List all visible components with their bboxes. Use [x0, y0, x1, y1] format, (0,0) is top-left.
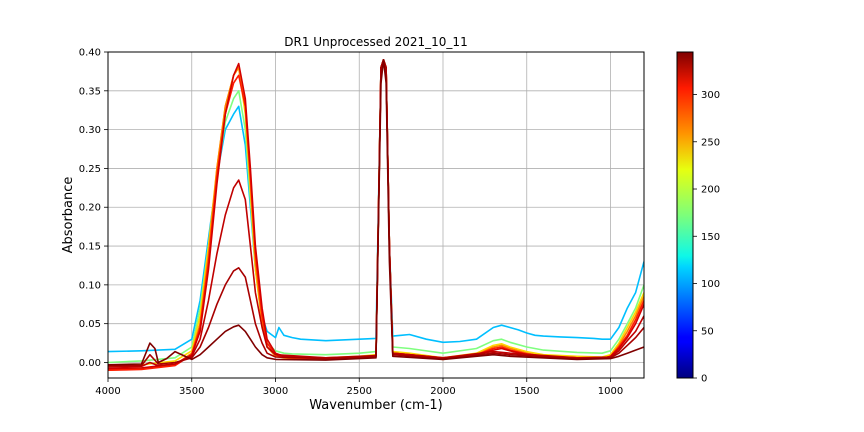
- colorbar-tick-label: 150: [701, 232, 720, 243]
- colorbar-tick-label: 100: [701, 279, 720, 290]
- colorbar: [676, 51, 694, 379]
- y-tick-label: 0.00: [79, 358, 101, 369]
- colorbar-tick-label: 200: [701, 185, 720, 196]
- colorbar-tick-label: 300: [701, 90, 720, 101]
- y-tick-label: 0.15: [79, 242, 101, 253]
- x-tick-label: 1000: [598, 386, 623, 397]
- series-layer: [108, 59, 644, 371]
- x-tick-label: 3500: [179, 386, 204, 397]
- y-tick-label: 0.25: [79, 164, 101, 175]
- plot-frame: [107, 51, 645, 379]
- spectrum-line: [108, 59, 644, 366]
- x-tick-label: 2500: [347, 386, 372, 397]
- spectrum-line: [108, 59, 644, 368]
- colorbar-tick-label: 250: [701, 137, 720, 148]
- x-tick-label: 2000: [430, 386, 455, 397]
- grid-lines: [107, 51, 644, 378]
- colorbar-tick-label: 50: [701, 326, 714, 337]
- y-axis-label: Absorbance: [61, 177, 76, 254]
- x-tick-label: 4000: [95, 386, 120, 397]
- x-tick-label: 1500: [514, 386, 539, 397]
- x-axis-label: Wavenumber (cm-1): [309, 398, 442, 413]
- y-tick-label: 0.05: [79, 319, 101, 330]
- y-axis-ticks: 0.00 0.05 0.10 0.15 0.20 0.25 0.30 0.35 0.40: [79, 48, 108, 369]
- y-tick-label: 0.10: [79, 280, 101, 291]
- y-tick-label: 0.40: [79, 48, 101, 59]
- chart-title: DR1 Unprocessed 2021_10_11: [284, 35, 467, 49]
- y-tick-label: 0.20: [79, 203, 101, 214]
- x-tick-label: 3000: [263, 386, 288, 397]
- y-tick-label: 0.30: [79, 125, 101, 136]
- colorbar-tick-label: 0: [701, 374, 707, 385]
- y-tick-label: 0.35: [79, 86, 101, 97]
- x-axis-ticks: 4000 3500 3000 2500 2000 1500 1000: [95, 378, 623, 397]
- colorbar-ticks: 0 50 100 150 200 250 300: [693, 90, 720, 385]
- spectrum-line: [108, 59, 644, 367]
